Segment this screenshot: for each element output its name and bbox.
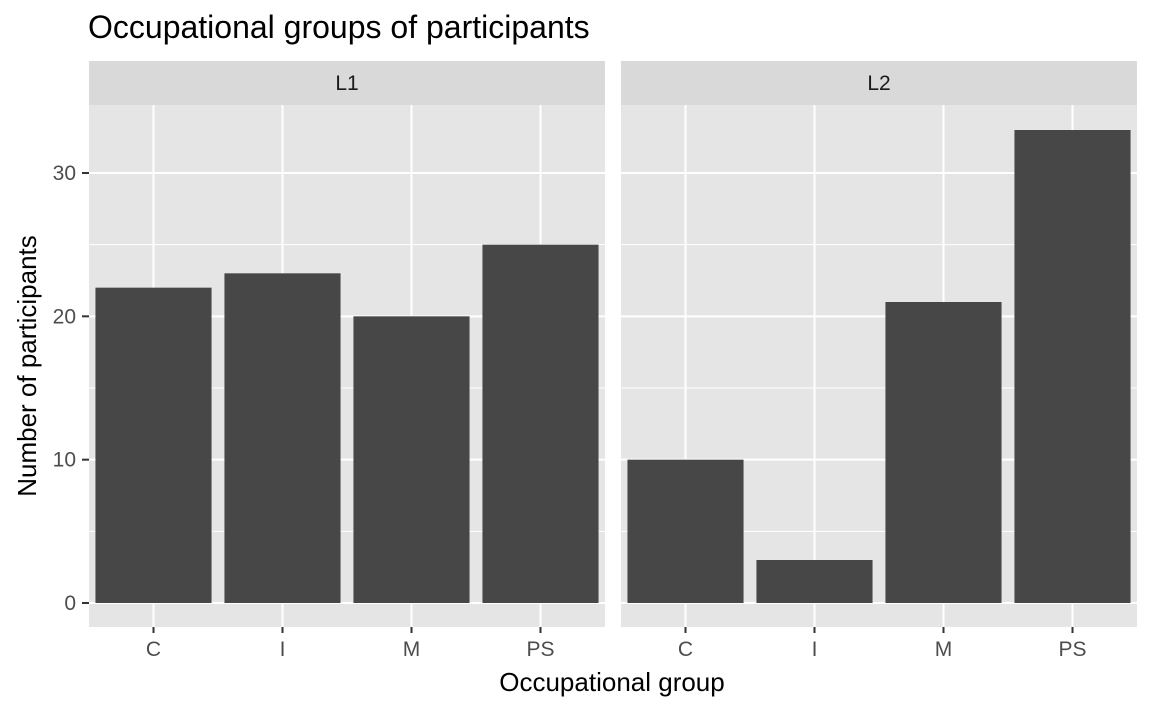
y-tick-label: 10 [53, 449, 76, 472]
bar-L2-M [885, 302, 1002, 603]
bar-L1-PS [482, 244, 599, 603]
y-tick-label: 20 [53, 305, 76, 328]
y-tick-label: 30 [53, 162, 76, 185]
bar-L1-M [353, 316, 470, 603]
x-tick-label: PS [526, 638, 554, 661]
x-tick-label: I [280, 638, 286, 661]
x-tick-label: I [812, 638, 818, 661]
facet-strip-label: L2 [867, 72, 890, 95]
y-tick-label: 0 [64, 592, 76, 615]
facet-panels: L1 C I M PS L2 C I M PS [89, 61, 1137, 661]
bar-L2-PS [1014, 130, 1131, 603]
y-axis: 0 10 20 30 [53, 162, 89, 615]
bar-L1-C [95, 287, 212, 603]
bar-L2-C [627, 459, 744, 603]
facet-panel-L2: L2 C I M PS [621, 61, 1137, 661]
facet-panel-L1: L1 C I M PS [89, 61, 605, 661]
bar-L2-I [756, 560, 873, 603]
x-axis-title: Occupational group [499, 667, 724, 697]
facet-strip [89, 61, 605, 105]
x-tick-label: M [935, 638, 953, 661]
x-tick-label: C [146, 638, 161, 661]
facet-strip-label: L1 [335, 72, 358, 95]
chart-title: Occupational groups of participants [88, 9, 590, 45]
facet-strip [621, 61, 1137, 105]
bar-L1-I [224, 273, 341, 603]
x-tick-label: C [678, 638, 693, 661]
x-tick-label: PS [1058, 638, 1086, 661]
y-axis-title: Number of participants [12, 235, 42, 497]
x-tick-label: M [403, 638, 421, 661]
